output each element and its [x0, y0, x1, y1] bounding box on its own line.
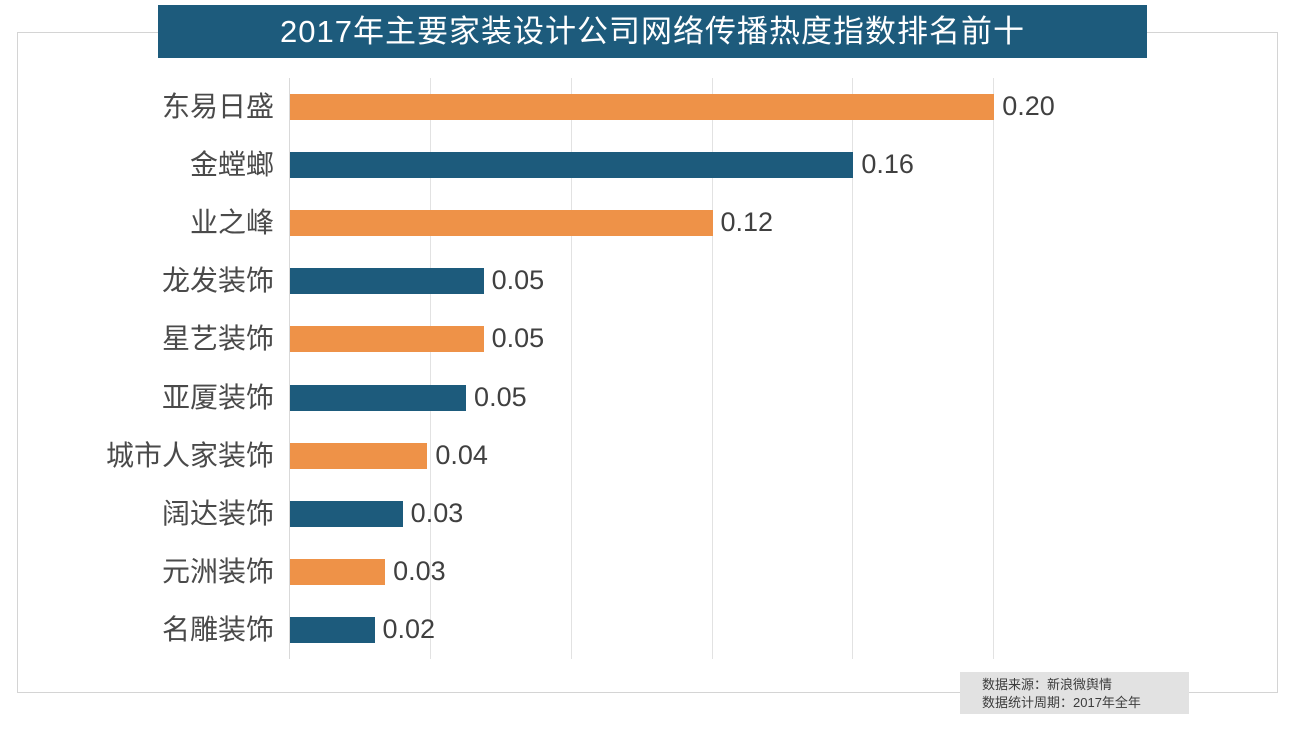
category-label: 元洲装饰	[161, 555, 274, 587]
value-axis-line	[289, 78, 290, 659]
bar[interactable]	[290, 616, 375, 643]
bar-row: 0.05	[289, 252, 1052, 310]
plot-area: 0.20 0.16 0.12 0.05 0.05 0.05 0.04 0.03 0.03 0.02	[289, 78, 1055, 659]
bar-value-label: 0.05	[491, 265, 545, 296]
bar-series: 0.20 0.16 0.12 0.05 0.05 0.05 0.04 0.03 0.03 0.02	[289, 78, 1055, 659]
category-label: 星艺装饰	[161, 323, 274, 355]
page-title: 2017年主要家装设计公司网络传播热度指数排名前十	[280, 14, 1025, 49]
bar-value-label: 0.05	[491, 323, 545, 354]
bar[interactable]	[290, 210, 713, 237]
category-label: 龙发装饰	[161, 265, 274, 297]
bar[interactable]	[290, 558, 386, 585]
category-label: 东易日盛	[161, 91, 274, 123]
bar-value-label: 0.20	[1002, 91, 1055, 121]
bar-value-label: 0.16	[861, 149, 914, 180]
gridline-0	[430, 78, 431, 659]
source-line-1: 数据来源：新浪微舆情	[982, 677, 1113, 692]
bar-row: 0.12	[289, 194, 1052, 252]
bar[interactable]	[290, 94, 995, 120]
bar-row: 0.20	[289, 78, 1055, 136]
bar-row: 0.05	[289, 369, 1052, 427]
source-note: 数据来源：新浪微舆情 数据统计周期：2017年全年	[960, 672, 1189, 714]
bar[interactable]	[290, 326, 484, 353]
category-label: 业之峰	[189, 207, 274, 239]
bar-value-label: 0.03	[393, 555, 446, 586]
gridline-3	[852, 78, 853, 659]
category-label: 亚厦装饰	[161, 381, 274, 413]
source-line-2: 数据统计周期：2017年全年	[982, 695, 1141, 710]
category-axis-labels: 东易日盛金螳螂业之峰龙发装饰星艺装饰亚厦装饰城市人家装饰阔达装饰元洲装饰名雕装饰	[20, 78, 282, 659]
bar-value-label: 0.12	[720, 207, 774, 238]
bar[interactable]	[290, 152, 854, 179]
bar-row: 0.16	[289, 136, 1052, 194]
category-label: 名雕装饰	[161, 613, 274, 645]
bar-row: 0.03	[289, 485, 1052, 543]
category-label: 城市人家装饰	[105, 439, 274, 471]
bar-row: 0.05	[289, 310, 1052, 368]
bar[interactable]	[290, 500, 403, 527]
bar-value-label: 0.02	[382, 613, 436, 644]
bar-row: 0.02	[289, 601, 1052, 659]
bar[interactable]	[290, 384, 467, 411]
bar[interactable]	[290, 268, 484, 295]
bar-row: 0.03	[289, 543, 1052, 601]
category-label: 金螳螂	[189, 149, 274, 181]
bar-value-label: 0.05	[474, 381, 527, 412]
chart-title-banner: 2017年主要家装设计公司网络传播热度指数排名前十	[158, 5, 1147, 58]
bar[interactable]	[290, 442, 428, 469]
gridline-2	[712, 78, 713, 659]
gridline-1	[571, 78, 572, 659]
category-label: 阔达装饰	[161, 497, 274, 529]
bar-value-label: 0.04	[435, 439, 488, 470]
bar-value-label: 0.03	[410, 497, 464, 528]
bar-row: 0.04	[289, 427, 1052, 485]
gridline-4	[993, 78, 994, 659]
